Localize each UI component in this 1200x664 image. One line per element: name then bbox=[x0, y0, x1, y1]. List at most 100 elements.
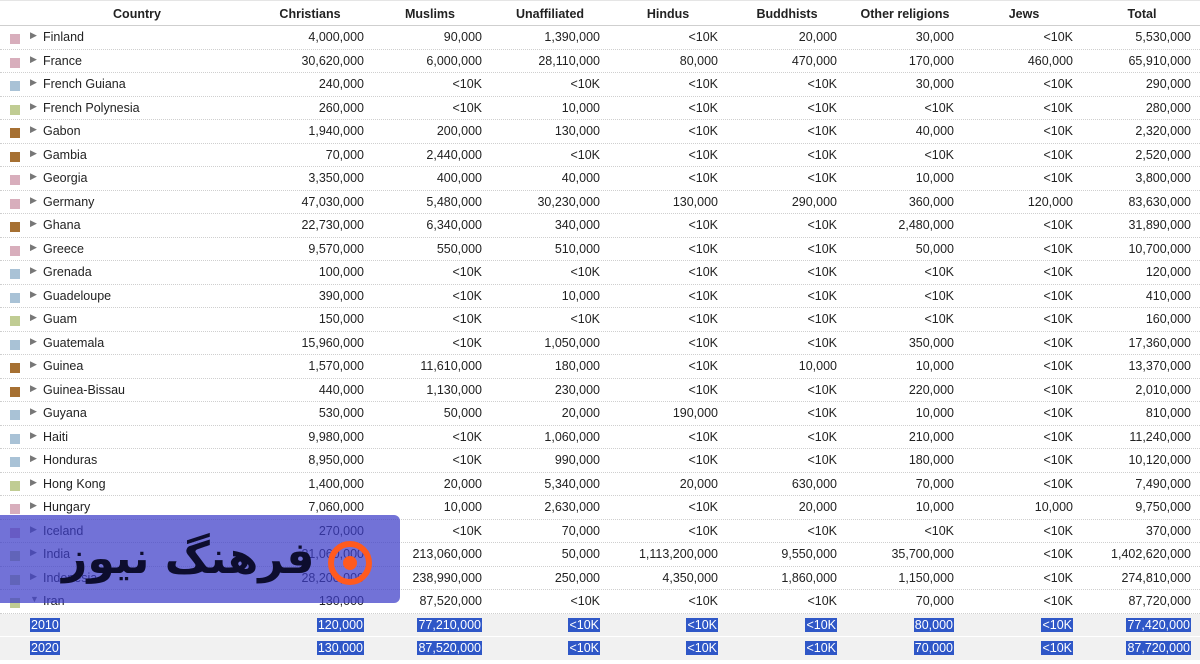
table-row[interactable]: ▶ Greece 9,570,000 550,000 510,000 <10K <10K 50… bbox=[0, 238, 1200, 261]
table-row[interactable]: ▶ Honduras 8,950,000 <10K 990,000 <10K <10K 180… bbox=[0, 449, 1200, 473]
expand-arrow-icon[interactable]: ▶ bbox=[30, 30, 37, 40]
table-row[interactable]: ▶ Georgia 3,350,000 400,000 40,000 <10K <10K 10… bbox=[0, 167, 1200, 191]
cell-other-religions: 170,000 bbox=[908, 53, 954, 68]
year-cell-wrap: <10K bbox=[960, 641, 1073, 655]
header-hindus[interactable]: Hindus bbox=[646, 7, 690, 21]
header-jews[interactable]: Jews bbox=[1008, 7, 1040, 21]
table-row[interactable]: ▶ Finland 4,000,000 90,000 1,390,000 <10K 20,0… bbox=[0, 26, 1200, 50]
cell-total: 7,490,000 bbox=[1135, 476, 1191, 491]
expand-arrow-icon[interactable]: ▶ bbox=[30, 406, 37, 416]
cell-muslims: 238,990,000 bbox=[412, 570, 482, 585]
cell-total: 10,700,000 bbox=[1128, 241, 1191, 256]
expand-arrow-icon[interactable]: ▶ bbox=[30, 288, 37, 299]
header-other-religions[interactable]: Other religions bbox=[860, 7, 950, 21]
expand-arrow-icon[interactable]: ▶ bbox=[30, 124, 37, 134]
year-cell-unaffiliated: <10K bbox=[568, 617, 600, 632]
country-name: Guinea-Bissau bbox=[43, 382, 125, 397]
table-row[interactable]: ▶ Guadeloupe 390,000 <10K 10,000 <10K <10K <10K… bbox=[0, 285, 1200, 308]
watermark-logo-icon bbox=[328, 541, 372, 585]
cell-other-religions: 70,000 bbox=[915, 594, 954, 608]
expand-arrow-icon[interactable]: ▶ bbox=[30, 171, 37, 181]
cell-total: 410,000 bbox=[1145, 288, 1191, 303]
table-row[interactable]: ▶ Guam 150,000 <10K <10K <10K <10K <10K <10K 160,… bbox=[0, 308, 1200, 332]
header-unaffiliated[interactable]: Unaffiliated bbox=[515, 7, 585, 21]
expand-arrow-icon[interactable]: ▶ bbox=[30, 100, 37, 111]
table-row[interactable]: ▶ Guyana 530,000 50,000 20,000 190,000 <10K 10,… bbox=[0, 402, 1200, 426]
cell-buddhists: 470,000 bbox=[791, 53, 837, 68]
table-row[interactable]: ▶ Guinea 1,570,000 11,610,000 180,000 <10K 10,… bbox=[0, 355, 1200, 379]
table-row[interactable]: ▶ French Polynesia 260,000 <10K 10,000 <10K <1… bbox=[0, 97, 1200, 120]
cell-unaffiliated: 2,630,000 bbox=[544, 500, 600, 514]
table-row[interactable]: ▶ Hong Kong 1,400,000 20,000 5,340,000 20,000… bbox=[0, 473, 1200, 496]
cell-hindus: <10K bbox=[688, 100, 718, 115]
country-name: Guyana bbox=[43, 406, 87, 420]
region-swatch bbox=[10, 386, 20, 397]
expand-arrow-icon[interactable]: ▶ bbox=[30, 53, 37, 64]
year-cell-wrap: <10K bbox=[960, 617, 1073, 632]
cell-buddhists: <10K bbox=[807, 335, 837, 350]
cell-buddhists: <10K bbox=[807, 241, 837, 256]
expand-arrow-icon[interactable]: ▶ bbox=[30, 241, 37, 252]
cell-other-religions: <10K bbox=[924, 523, 954, 538]
expand-arrow-icon[interactable]: ▶ bbox=[30, 147, 37, 158]
cell-total: 17,360,000 bbox=[1128, 335, 1191, 350]
cell-other-religions: 2,480,000 bbox=[898, 218, 954, 232]
table-row[interactable]: ▶ France 30,620,000 6,000,000 28,110,000 80,0… bbox=[0, 50, 1200, 73]
year-row: 2020 130,000 87,520,000 <10K <10K <10K 70,000 <… bbox=[0, 637, 1200, 661]
expand-arrow-icon[interactable]: ▶ bbox=[30, 265, 37, 275]
expand-arrow-icon[interactable]: ▶ bbox=[30, 500, 37, 510]
year-label: 2020 bbox=[30, 641, 60, 655]
header-total[interactable]: Total bbox=[1127, 7, 1157, 21]
cell-other-religions: 10,000 bbox=[915, 359, 954, 373]
cell-hindus: <10K bbox=[688, 288, 718, 303]
cell-total: 11,240,000 bbox=[1129, 429, 1191, 444]
cell-jews: <10K bbox=[1043, 453, 1073, 467]
cell-unaffiliated: 30,230,000 bbox=[537, 194, 600, 209]
header-country[interactable]: Country bbox=[113, 7, 161, 21]
cell-hindus: <10K bbox=[688, 147, 718, 162]
cell-muslims: <10K bbox=[452, 265, 482, 279]
expand-arrow-icon[interactable]: ▶ bbox=[30, 476, 37, 487]
cell-total: 290,000 bbox=[1145, 77, 1191, 91]
table-row[interactable]: ▶ Gabon 1,940,000 200,000 130,000 <10K <10K 40,… bbox=[0, 120, 1200, 144]
year-cell-wrap: <10K bbox=[610, 641, 718, 655]
table-row[interactable]: ▶ Grenada 100,000 <10K <10K <10K <10K <10K <10K 1… bbox=[0, 261, 1200, 285]
cell-unaffiliated: <10K bbox=[570, 265, 600, 279]
cell-christians: 240,000 bbox=[318, 77, 364, 91]
year-cell-wrap: 87,520,000 bbox=[370, 641, 482, 655]
year-cell-wrap: <10K bbox=[720, 641, 837, 655]
region-swatch bbox=[10, 104, 20, 115]
cell-other-religions: 220,000 bbox=[908, 382, 954, 397]
table-row[interactable]: ▶ Gambia 70,000 2,440,000 <10K <10K <10K <10K <1… bbox=[0, 144, 1200, 167]
expand-arrow-icon[interactable]: ▶ bbox=[30, 312, 37, 322]
cell-unaffiliated: 10,000 bbox=[561, 288, 600, 303]
expand-arrow-icon[interactable]: ▶ bbox=[30, 359, 37, 369]
expand-arrow-icon[interactable]: ▶ bbox=[30, 382, 37, 393]
expand-arrow-icon[interactable]: ▶ bbox=[30, 218, 37, 228]
table-row[interactable]: ▶ Haiti 9,980,000 <10K 1,060,000 <10K <10K 210,… bbox=[0, 426, 1200, 449]
table-row[interactable]: ▶ Guinea-Bissau 440,000 1,130,000 230,000 <10… bbox=[0, 379, 1200, 402]
expand-arrow-icon[interactable]: ▶ bbox=[30, 453, 37, 463]
expand-arrow-icon[interactable]: ▶ bbox=[30, 194, 37, 205]
cell-muslims: 1,130,000 bbox=[426, 382, 482, 397]
cell-buddhists: <10K bbox=[807, 382, 837, 397]
cell-total: 31,890,000 bbox=[1128, 218, 1191, 232]
table-row[interactable]: ▶ Guatemala 15,960,000 <10K 1,050,000 <10K <10… bbox=[0, 332, 1200, 355]
table-row[interactable]: ▶ French Guiana 240,000 <10K <10K <10K <10K 30,… bbox=[0, 73, 1200, 97]
cell-muslims: <10K bbox=[452, 335, 482, 350]
cell-muslims: <10K bbox=[452, 429, 482, 444]
cell-jews: <10K bbox=[1043, 429, 1073, 444]
table-row[interactable]: ▶ Ghana 22,730,000 6,340,000 340,000 <10K <10K… bbox=[0, 214, 1200, 238]
expand-arrow-icon[interactable]: ▶ bbox=[30, 335, 37, 346]
country-name: Finland bbox=[43, 30, 84, 44]
header-christians[interactable]: Christians bbox=[279, 7, 341, 21]
cell-jews: <10K bbox=[1043, 312, 1073, 326]
header-muslims[interactable]: Muslims bbox=[404, 7, 455, 21]
header-buddhists[interactable]: Buddhists bbox=[756, 7, 818, 21]
expand-arrow-icon[interactable]: ▶ bbox=[30, 429, 37, 440]
cell-other-religions: <10K bbox=[924, 147, 954, 162]
table-row[interactable]: ▶ Hungary 7,060,000 10,000 2,630,000 <10K 20,0… bbox=[0, 496, 1200, 520]
cell-christians: 1,400,000 bbox=[308, 476, 364, 491]
table-row[interactable]: ▶ Germany 47,030,000 5,480,000 30,230,000 130… bbox=[0, 191, 1200, 214]
expand-arrow-icon[interactable]: ▶ bbox=[30, 77, 37, 87]
